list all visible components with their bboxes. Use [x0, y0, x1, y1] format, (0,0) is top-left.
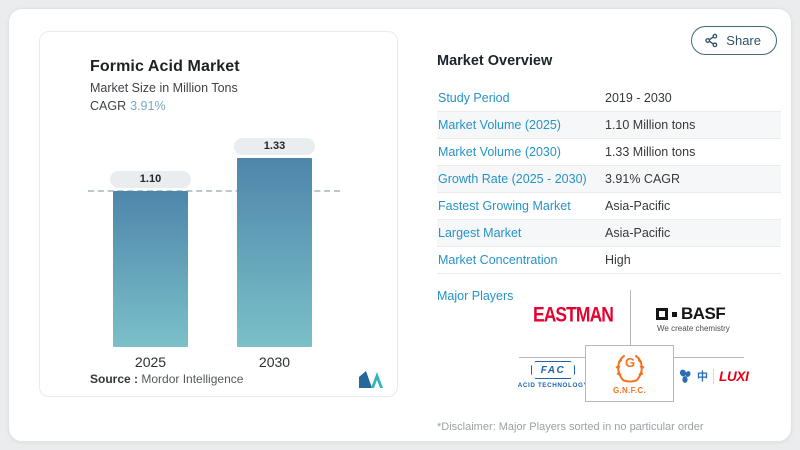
row-value: Asia-Pacific — [605, 199, 671, 213]
bar — [113, 191, 188, 347]
table-row: Largest Market Asia-Pacific — [437, 220, 781, 247]
share-button[interactable]: Share — [691, 26, 777, 55]
chart-title: Formic Acid Market — [90, 58, 240, 75]
row-value: 1.33 Million tons — [605, 145, 696, 159]
chart-subtitle: Market Size in Million Tons — [90, 81, 238, 95]
luxi-wordmark: LUXI — [719, 368, 749, 384]
cagr-value: 3.91% — [130, 99, 166, 113]
bar — [237, 158, 312, 347]
gnfc-logo: G G.N.F.C. — [585, 345, 674, 402]
table-row: Fastest Growing Market Asia-Pacific — [437, 193, 781, 220]
bar-chart: 1.10 1.33 2025 2030 — [40, 32, 397, 396]
source-line: Source : Mordor Intelligence — [90, 372, 243, 386]
logo-divider-horizontal — [674, 357, 744, 358]
bar-value-pill: 1.10 — [110, 171, 191, 188]
reference-dashed-line — [88, 190, 340, 192]
luxi-logo: 中 LUXI — [679, 368, 749, 384]
eastman-logo: EASTMAN — [532, 303, 614, 328]
table-row: Growth Rate (2025 - 2030) 3.91% CAGR — [437, 166, 781, 193]
row-label: Market Volume (2025) — [438, 118, 561, 132]
source-value: Mordor Intelligence — [141, 372, 244, 386]
svg-text:G: G — [624, 355, 634, 370]
row-value: Asia-Pacific — [605, 226, 671, 240]
table-row: Market Volume (2025) 1.10 Million tons — [437, 112, 781, 139]
overview-table: Study Period 2019 - 2030 Market Volume (… — [437, 85, 781, 274]
row-value: 1.10 Million tons — [605, 118, 696, 132]
row-label: Fastest Growing Market — [438, 199, 571, 213]
row-value: 2019 - 2030 — [605, 91, 672, 105]
row-label: Largest Market — [438, 226, 522, 240]
table-row: Market Concentration High — [437, 247, 781, 274]
overview-heading: Market Overview — [437, 53, 553, 69]
major-players-label: Major Players — [437, 289, 514, 303]
basf-wordmark: BASF — [681, 304, 726, 323]
disclaimer-text: *Disclaimer: Major Players sorted in no … — [437, 421, 704, 433]
row-label: Growth Rate (2025 - 2030) — [438, 172, 587, 186]
share-label: Share — [726, 33, 761, 48]
row-label: Market Concentration — [438, 253, 558, 267]
gnfc-wreath-icon: G — [615, 354, 644, 382]
x-axis-label: 2030 — [258, 354, 291, 370]
report-card: Formic Acid Market Market Size in Millio… — [8, 8, 792, 442]
cagr-label: CAGR — [90, 99, 127, 113]
chart-cagr: CAGR 3.91% — [90, 99, 166, 113]
row-label: Study Period — [438, 91, 510, 105]
row-label: Market Volume (2030) — [438, 145, 561, 159]
table-row: Study Period 2019 - 2030 — [437, 85, 781, 112]
luxi-flower-icon — [679, 369, 691, 383]
row-value: 3.91% CAGR — [605, 172, 681, 186]
source-label: Source : — [90, 372, 139, 386]
basf-square-outline-icon — [656, 308, 668, 320]
logo-divider-vertical — [630, 290, 631, 345]
fac-logo: FAC ACID TECHNOLOGY — [515, 361, 591, 389]
logo-divider-horizontal — [519, 357, 585, 358]
share-icon — [705, 33, 718, 48]
x-axis-label: 2025 — [134, 354, 167, 370]
basf-logo: BASF — [656, 304, 726, 324]
luxi-divider — [713, 368, 714, 384]
luxi-chinese-character: 中 — [697, 371, 708, 383]
fac-badge: FAC — [531, 361, 575, 379]
gnfc-subtext: G.N.F.C. — [612, 385, 647, 395]
fac-subtext: ACID TECHNOLOGY — [517, 382, 589, 389]
basf-tagline: We create chemistry — [657, 324, 730, 333]
bar-value-pill: 1.33 — [234, 138, 315, 155]
market-chart-card: Formic Acid Market Market Size in Millio… — [39, 31, 398, 397]
row-value: High — [605, 253, 631, 267]
mordor-intelligence-logo-icon — [359, 371, 383, 388]
table-row: Market Volume (2030) 1.33 Million tons — [437, 139, 781, 166]
basf-square-solid-icon — [672, 311, 677, 317]
